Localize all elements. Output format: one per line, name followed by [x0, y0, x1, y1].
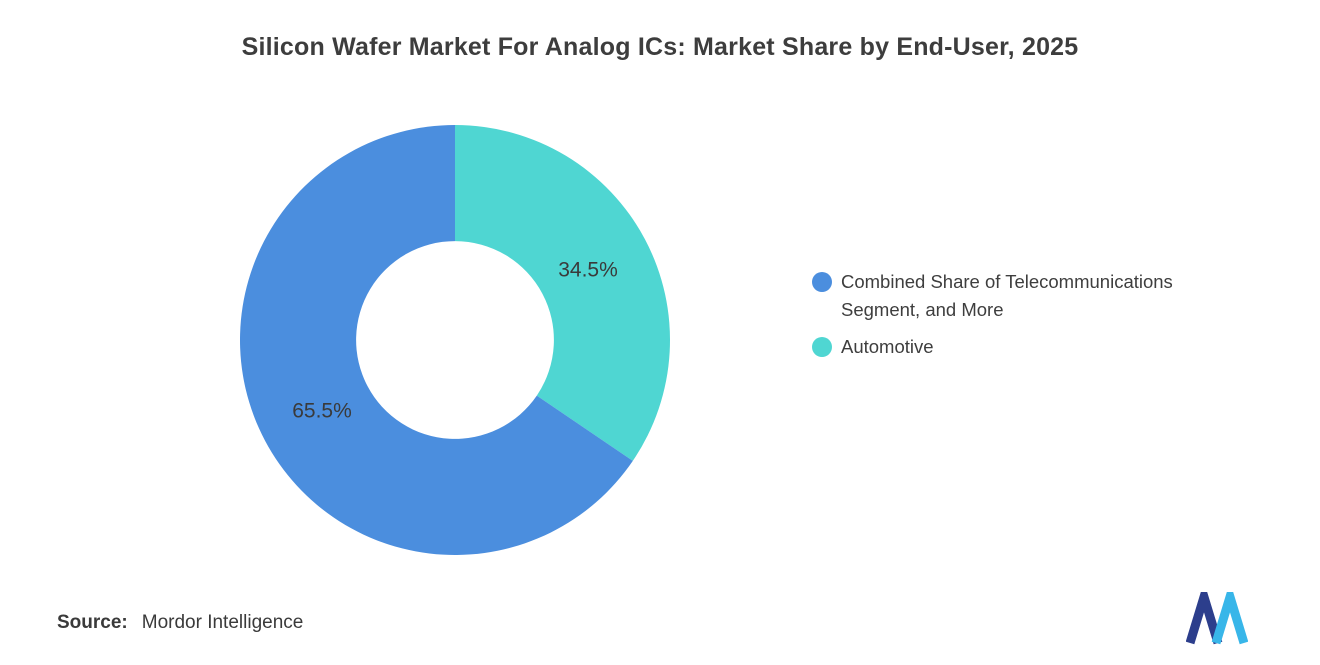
chart-legend: Combined Share of Telecommunications Seg…	[812, 268, 1257, 370]
source-value: Mordor Intelligence	[141, 612, 304, 633]
slice-value-label-automotive: 34.5%	[558, 259, 618, 282]
source-line: Source: Mordor Intelligence	[57, 612, 303, 634]
slice-value-label-combined-share-of-telecommunications-seg: 65.5%	[292, 399, 352, 422]
logo-right-stroke	[1211, 592, 1248, 645]
legend-item-combined-share-of-telecommunications-seg[interactable]: Combined Share of Telecommunications Seg…	[812, 268, 1257, 324]
legend-label: Automotive	[841, 336, 934, 357]
donut-chart: 34.5% 65.5%	[235, 120, 675, 560]
donut-chart-svg: 34.5% 65.5%	[239, 125, 670, 555]
source-label: Source:	[57, 612, 128, 633]
donut-slice-combined-share-of-telecommunications-seg[interactable]	[239, 125, 633, 555]
legend-swatch	[812, 272, 832, 292]
legend-item-automotive[interactable]: Automotive	[812, 333, 1257, 361]
legend-label: Combined Share of Telecommunications Seg…	[841, 271, 1173, 320]
donut-slice-automotive[interactable]	[455, 125, 670, 461]
legend-swatch	[812, 337, 832, 357]
mordor-intelligence-logo	[1186, 592, 1248, 645]
logo-left-stroke	[1186, 592, 1223, 645]
chart-title: Silicon Wafer Market For Analog ICs: Mar…	[241, 33, 1079, 61]
